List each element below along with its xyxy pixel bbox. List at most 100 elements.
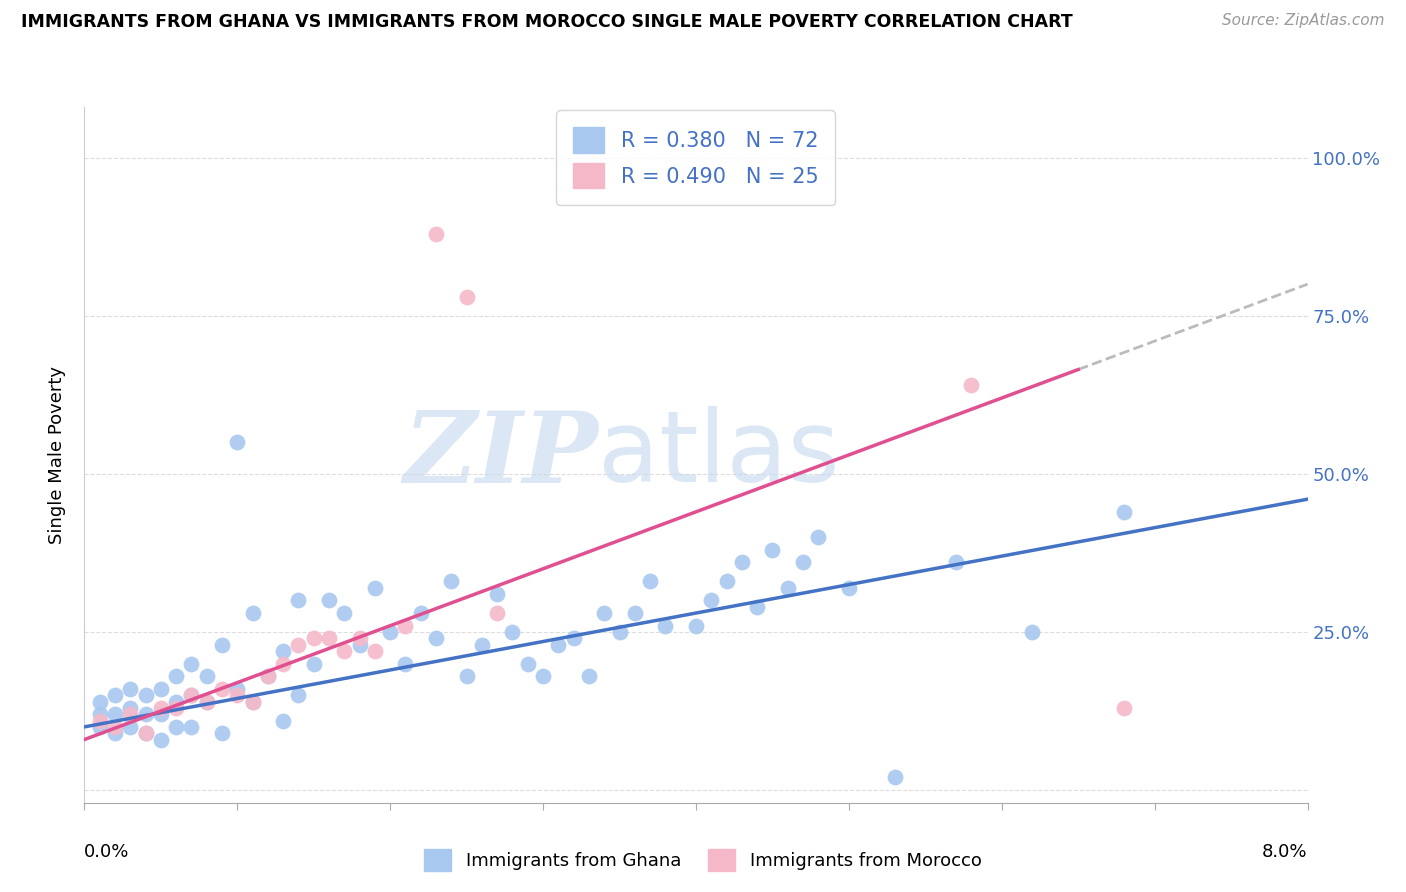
Point — [838, 581, 860, 595]
Point — [271, 657, 294, 671]
Point — [149, 681, 172, 696]
Point — [242, 606, 264, 620]
Point — [486, 606, 509, 620]
Point — [180, 720, 202, 734]
Point — [486, 587, 509, 601]
Point — [135, 707, 157, 722]
Point — [242, 695, 264, 709]
Point — [135, 726, 157, 740]
Point — [960, 378, 983, 392]
Point — [149, 701, 172, 715]
Point — [135, 688, 157, 702]
Point — [409, 606, 432, 620]
Point — [747, 599, 769, 614]
Point — [700, 593, 723, 607]
Point — [165, 695, 187, 709]
Point — [380, 625, 402, 640]
Point — [349, 632, 371, 646]
Point — [883, 771, 905, 785]
Point — [120, 681, 142, 696]
Point — [440, 574, 463, 589]
Y-axis label: Single Male Poverty: Single Male Poverty — [48, 366, 66, 544]
Text: Source: ZipAtlas.com: Source: ZipAtlas.com — [1222, 13, 1385, 29]
Point — [195, 669, 218, 683]
Point — [287, 638, 309, 652]
Point — [257, 669, 280, 683]
Point — [211, 726, 233, 740]
Point — [349, 638, 371, 652]
Point — [89, 714, 111, 728]
Point — [609, 625, 631, 640]
Point — [1021, 625, 1043, 640]
Point — [149, 707, 172, 722]
Point — [165, 701, 187, 715]
Point — [165, 720, 187, 734]
Point — [226, 688, 249, 702]
Point — [271, 714, 294, 728]
Point — [502, 625, 524, 640]
Point — [302, 657, 325, 671]
Point — [180, 688, 202, 702]
Point — [104, 720, 127, 734]
Point — [364, 644, 387, 658]
Legend: Immigrants from Ghana, Immigrants from Morocco: Immigrants from Ghana, Immigrants from M… — [418, 842, 988, 879]
Point — [226, 681, 249, 696]
Point — [180, 657, 202, 671]
Text: atlas: atlas — [598, 407, 839, 503]
Point — [685, 618, 707, 632]
Point — [104, 688, 127, 702]
Point — [456, 290, 478, 304]
Point — [624, 606, 647, 620]
Point — [638, 574, 661, 589]
Point — [425, 632, 447, 646]
Point — [456, 669, 478, 683]
Point — [654, 618, 676, 632]
Point — [531, 669, 554, 683]
Point — [471, 638, 494, 652]
Point — [318, 593, 340, 607]
Point — [195, 695, 218, 709]
Text: 8.0%: 8.0% — [1263, 843, 1308, 861]
Point — [547, 638, 569, 652]
Point — [593, 606, 616, 620]
Text: ZIP: ZIP — [404, 407, 598, 503]
Point — [104, 707, 127, 722]
Point — [257, 669, 280, 683]
Legend: R = 0.380   N = 72, R = 0.490   N = 25: R = 0.380 N = 72, R = 0.490 N = 25 — [557, 111, 835, 205]
Point — [318, 632, 340, 646]
Point — [945, 556, 967, 570]
Point — [792, 556, 814, 570]
Point — [516, 657, 538, 671]
Point — [120, 720, 142, 734]
Point — [761, 542, 783, 557]
Point — [394, 657, 416, 671]
Point — [226, 435, 249, 450]
Point — [1114, 701, 1136, 715]
Point — [394, 618, 416, 632]
Point — [807, 530, 830, 544]
Point — [287, 593, 309, 607]
Point — [89, 695, 111, 709]
Point — [104, 726, 127, 740]
Point — [578, 669, 600, 683]
Point — [165, 669, 187, 683]
Point — [731, 556, 754, 570]
Text: 0.0%: 0.0% — [84, 843, 129, 861]
Point — [195, 695, 218, 709]
Point — [271, 644, 294, 658]
Point — [1114, 505, 1136, 519]
Point — [120, 707, 142, 722]
Point — [89, 707, 111, 722]
Point — [135, 726, 157, 740]
Text: IMMIGRANTS FROM GHANA VS IMMIGRANTS FROM MOROCCO SINGLE MALE POVERTY CORRELATION: IMMIGRANTS FROM GHANA VS IMMIGRANTS FROM… — [21, 13, 1073, 31]
Point — [333, 606, 356, 620]
Point — [333, 644, 356, 658]
Point — [287, 688, 309, 702]
Point — [149, 732, 172, 747]
Point — [776, 581, 799, 595]
Point — [425, 227, 447, 241]
Point — [89, 720, 111, 734]
Point — [120, 701, 142, 715]
Point — [242, 695, 264, 709]
Point — [211, 638, 233, 652]
